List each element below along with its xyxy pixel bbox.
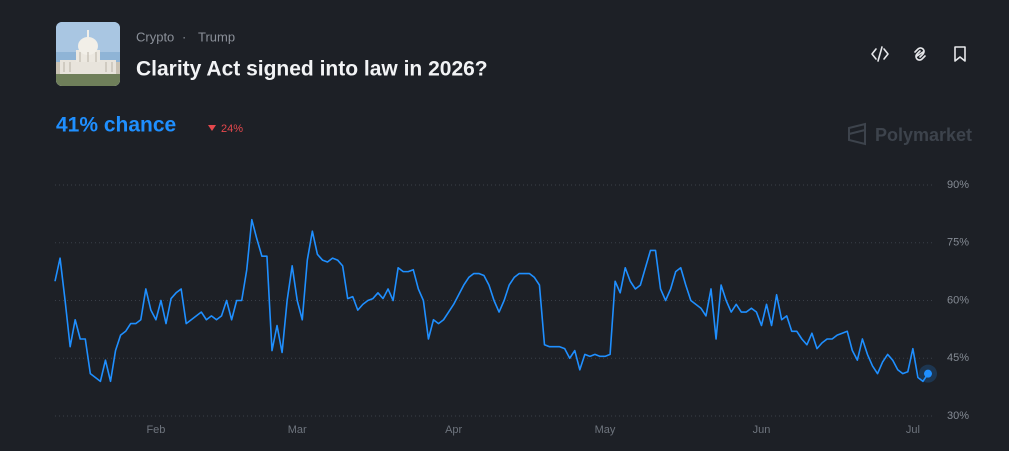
tag[interactable]: Trump [198,29,235,44]
x-tick-label: Feb [146,424,165,436]
link-button[interactable] [914,47,926,61]
y-tick-label: 30% [947,410,969,422]
y-tick-label: 45% [947,352,969,364]
x-tick-label: Apr [445,424,462,436]
category: Crypto [136,29,174,44]
down-arrow [208,125,216,131]
x-tick-label: Jul [906,424,920,436]
brand-name: Polymarket [875,125,972,145]
brand-logo [848,122,866,146]
y-tick-label: 75% [947,237,969,249]
bookmark-button[interactable] [954,46,966,62]
y-tick-label: 60% [947,294,969,306]
market-title: Clarity Act signed into law in 2026? [136,58,488,81]
chance: 41% chance [56,114,176,137]
x-tick-label: Mar [288,424,307,436]
x-tick-label: May [595,424,616,436]
market-image [56,22,120,86]
embed-button[interactable] [871,46,889,62]
separator: · [182,29,186,44]
change: 24% [221,123,243,135]
y-tick-label: 90% [947,179,969,191]
x-tick-label: Jun [753,424,771,436]
current-point [924,369,932,378]
price-line [54,218,929,383]
